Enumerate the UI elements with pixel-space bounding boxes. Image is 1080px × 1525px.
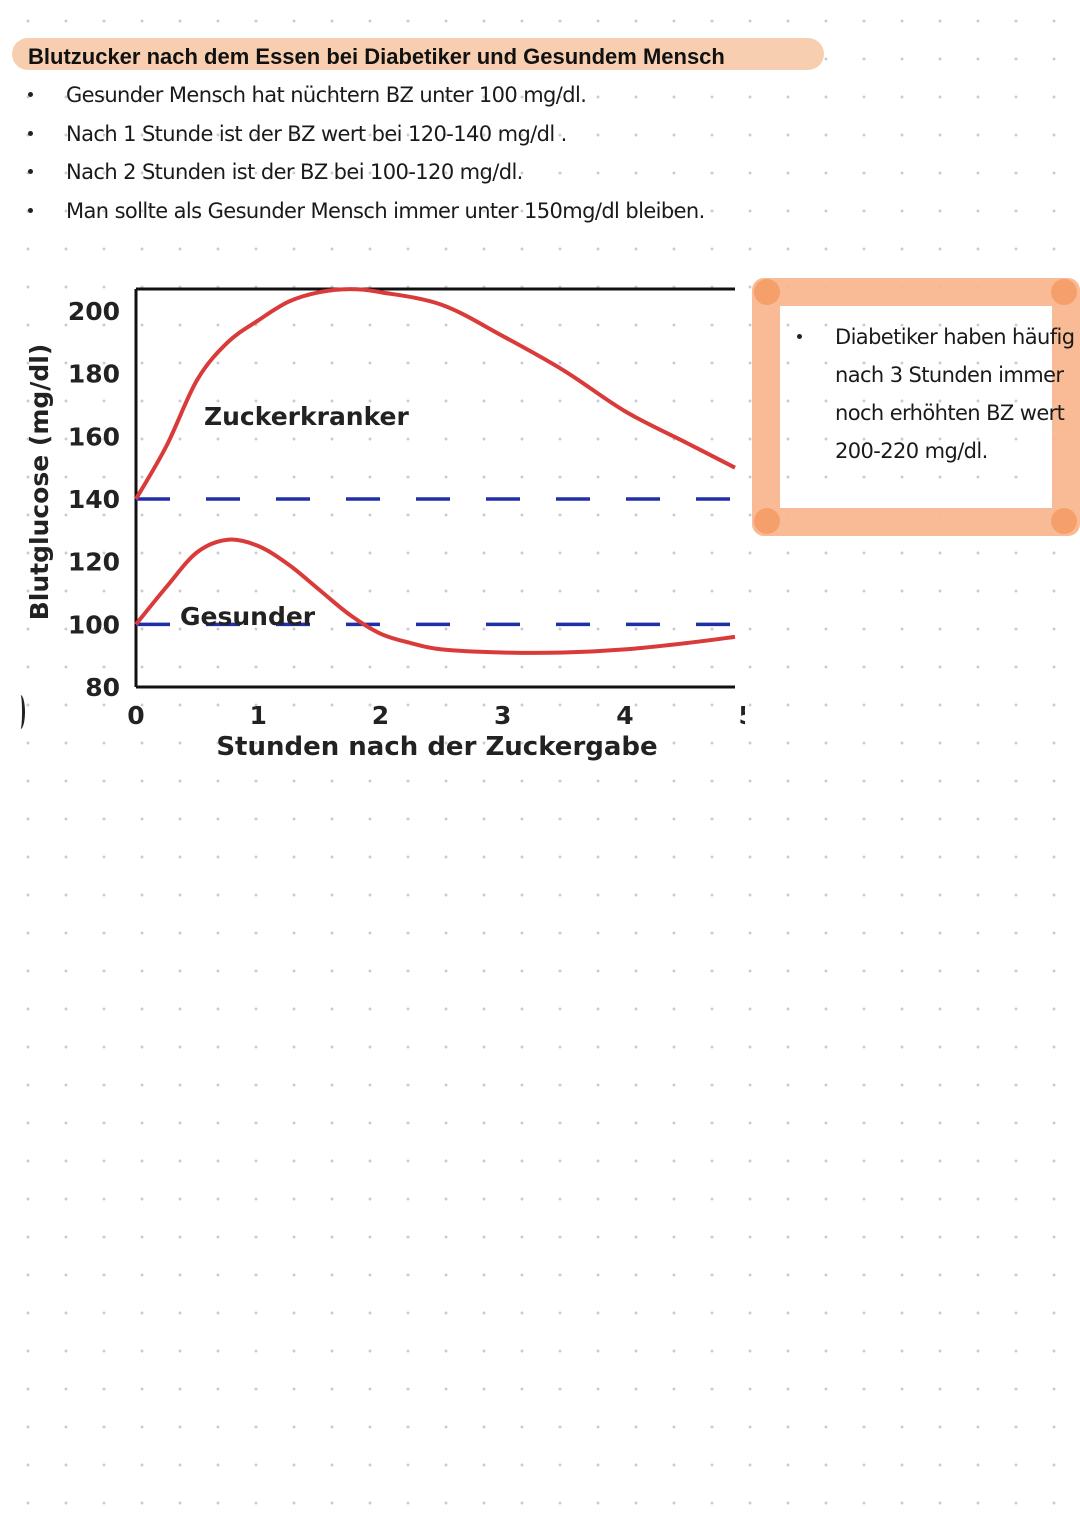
y-tick-label: 180	[68, 360, 120, 389]
x-tick-label: 3	[494, 701, 511, 730]
highlight-corner	[754, 508, 780, 534]
x-tick-label: 1	[250, 701, 267, 730]
blood-glucose-chart: 80 100 120 140 160 180 200 0 1 2 3 4 5 Stunden nach d…	[25, 287, 745, 762]
highlight-corner	[1051, 508, 1077, 534]
bullet-icon	[28, 130, 33, 136]
page-title: Blutzucker nach dem Essen bei Diabetiker…	[28, 44, 725, 69]
highlight-corner	[1051, 279, 1077, 305]
bullet-icon	[28, 169, 33, 174]
side-note: Diabetiker haben häufig nach 3 Stunden i…	[835, 318, 1075, 470]
bullet-icon	[28, 92, 33, 97]
side-note-line: noch erhöhten BZ wert	[835, 401, 1065, 425]
bullet-icon	[797, 334, 802, 339]
list-item: Man sollte als Gesunder Mensch immer unt…	[24, 192, 705, 231]
x-axis-label: Stunden nach der Zuckergabe	[216, 732, 657, 762]
paren-mark	[16, 695, 25, 729]
list-item: Nach 2 Stunden ist der BZ bei 100-120 mg…	[24, 153, 705, 192]
note-text: Gesunder Mensch hat nüchtern BZ unter 10…	[66, 83, 587, 107]
list-item: Gesunder Mensch hat nüchtern BZ unter 10…	[24, 76, 705, 115]
note-text: Nach 1 Stunde ist der BZ wert bei 120-14…	[66, 121, 567, 146]
x-tick-label: 0	[127, 701, 144, 730]
x-tick-label: 5	[739, 701, 745, 730]
list-item: Nach 1 Stunde ist der BZ wert bei 120-14…	[24, 115, 705, 154]
y-tick-label: 100	[68, 610, 120, 639]
series-line-gesunder	[134, 537, 736, 655]
series-label: Zuckerkranker	[204, 402, 410, 431]
note-text: Nach 2 Stunden ist der BZ bei 100-120 mg…	[66, 160, 523, 184]
y-tick-label: 80	[85, 673, 120, 702]
side-note-line: Diabetiker haben häufig	[835, 325, 1075, 349]
series-label: Gesunder	[180, 602, 316, 631]
y-tick-label: 200	[68, 297, 120, 326]
notes-list: Gesunder Mensch hat nüchtern BZ unter 10…	[24, 76, 705, 230]
side-note-line: nach 3 Stunden immer	[835, 363, 1064, 387]
y-tick-label: 120	[68, 548, 120, 577]
series-line-zuckerkranker	[134, 287, 736, 500]
y-tick-label: 140	[68, 485, 120, 514]
x-tick-label: 2	[372, 701, 389, 730]
note-text: Man sollte als Gesunder Mensch immer unt…	[66, 198, 705, 223]
bullet-icon	[28, 207, 33, 213]
y-axis-label: Blutglucose (mg/dl)	[25, 344, 54, 621]
y-tick-label: 160	[68, 422, 120, 451]
title-highlight	[12, 38, 824, 70]
highlight-corner	[754, 279, 780, 305]
x-tick-label: 4	[616, 701, 633, 730]
side-note-line: 200-220 mg/dl.	[835, 439, 988, 463]
side-note-highlight-box	[752, 278, 1080, 536]
